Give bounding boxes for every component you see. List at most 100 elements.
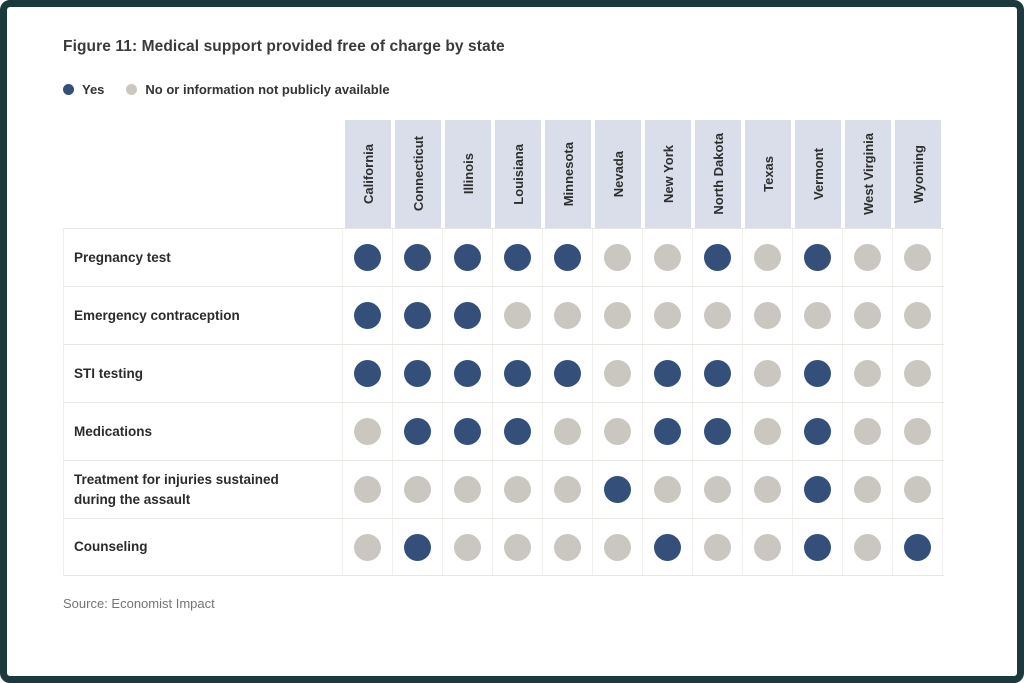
column-header-label: Nevada (610, 150, 626, 198)
yes-dot-icon (704, 418, 731, 445)
source-note: Source: Economist Impact (63, 596, 215, 611)
column-header-label: California (360, 144, 376, 204)
row-label-cell: Treatment for injuries sustained during … (63, 461, 343, 518)
column-header-bg: West Virginia (845, 120, 891, 228)
table-row: STI testing (63, 344, 944, 402)
matrix-cell-minnesota (543, 229, 593, 286)
no-dot-icon (454, 476, 481, 503)
no-dot-icon (404, 476, 431, 503)
no-dot-icon (754, 533, 781, 561)
matrix-cell-illinois (443, 287, 493, 344)
matrix-cell-north-dakota (693, 461, 743, 518)
no-dot-icon (904, 360, 931, 387)
legend: Yes No or information not publicly avail… (63, 82, 1017, 97)
matrix-cell-texas (743, 229, 793, 286)
no-dot-icon (854, 533, 881, 561)
no-dot-icon (604, 244, 631, 271)
column-header-north-dakota: North Dakota (693, 120, 743, 228)
matrix-cell-texas (743, 287, 793, 344)
column-header-label: Texas (760, 156, 776, 192)
no-dot-icon (354, 476, 381, 503)
yes-dot-icon (904, 533, 931, 561)
column-header-bg: New York (645, 120, 691, 228)
column-header-west-virginia: West Virginia (843, 120, 893, 228)
matrix-cell-louisiana (493, 229, 543, 286)
yes-dot-icon (504, 244, 531, 271)
yes-dot-icon (404, 244, 431, 271)
matrix-cell-north-dakota (693, 229, 743, 286)
matrix-cell-vermont (793, 519, 843, 575)
yes-dot-icon (804, 418, 831, 445)
no-dot-icon (904, 302, 931, 329)
matrix-cell-california (343, 403, 393, 460)
column-header-label: West Virginia (860, 133, 876, 215)
matrix-cell-minnesota (543, 345, 593, 402)
matrix-cell-connecticut (393, 519, 443, 575)
table-row: Emergency contraception (63, 286, 944, 344)
column-header-label: North Dakota (710, 133, 726, 215)
no-dot-icon (754, 302, 781, 329)
column-header-bg: California (345, 120, 391, 228)
matrix-cell-vermont (793, 229, 843, 286)
matrix-cell-wyoming (893, 345, 943, 402)
row-label: Counseling (74, 539, 148, 555)
no-dot-icon (504, 476, 531, 503)
matrix-cell-louisiana (493, 287, 543, 344)
matrix-cell-vermont (793, 461, 843, 518)
no-dot-icon (904, 244, 931, 271)
column-header-vermont: Vermont (793, 120, 843, 228)
no-dot-icon (354, 418, 381, 445)
no-dot-icon (604, 302, 631, 329)
yes-dot-icon (404, 418, 431, 445)
yes-dot-icon (654, 360, 681, 387)
yes-dot-icon (654, 533, 681, 561)
yes-dot-icon (354, 360, 381, 387)
yes-dot-icon (554, 360, 581, 387)
table-row: Counseling (63, 518, 944, 576)
yes-dot-icon (504, 360, 531, 387)
no-dot-icon (754, 244, 781, 271)
matrix-cell-west-virginia (843, 345, 893, 402)
matrix-cell-new-york (643, 403, 693, 460)
matrix-cell-minnesota (543, 461, 593, 518)
table-row: Medications (63, 402, 944, 460)
column-header-bg: Illinois (445, 120, 491, 228)
matrix-cell-wyoming (893, 461, 943, 518)
yes-dot-icon (704, 360, 731, 387)
column-header-illinois: Illinois (443, 120, 493, 228)
yes-dot-icon (63, 84, 74, 95)
matrix-cell-new-york (643, 519, 693, 575)
matrix-cell-nevada (593, 345, 643, 402)
row-label: Emergency contraception (74, 307, 240, 323)
matrix-cell-vermont (793, 345, 843, 402)
yes-dot-icon (454, 418, 481, 445)
no-dot-icon (354, 533, 381, 561)
matrix-cell-connecticut (393, 287, 443, 344)
matrix-corner-cell (63, 120, 343, 228)
row-label-cell: Emergency contraception (63, 287, 343, 344)
yes-dot-icon (704, 244, 731, 271)
yes-dot-icon (554, 244, 581, 271)
yes-dot-icon (804, 360, 831, 387)
column-header-label: Wyoming (910, 144, 926, 204)
column-header-label: Louisiana (510, 143, 526, 205)
matrix-cell-texas (743, 519, 793, 575)
legend-item-no: No or information not publicly available (126, 82, 390, 97)
matrix-cell-illinois (443, 519, 493, 575)
column-header-bg: North Dakota (695, 120, 741, 228)
matrix-cell-nevada (593, 461, 643, 518)
no-dot-icon (754, 360, 781, 387)
matrix-cell-louisiana (493, 519, 543, 575)
no-dot-icon (804, 302, 831, 329)
column-header-bg: Minnesota (545, 120, 591, 228)
matrix-cell-north-dakota (693, 519, 743, 575)
no-dot-icon (604, 533, 631, 561)
matrix-cell-new-york (643, 461, 693, 518)
no-dot-icon (126, 84, 138, 95)
table-row: Treatment for injuries sustained during … (63, 460, 944, 518)
yes-dot-icon (354, 302, 381, 329)
no-dot-icon (854, 418, 881, 445)
yes-dot-icon (404, 302, 431, 329)
no-dot-icon (604, 418, 631, 445)
column-header-bg: Wyoming (895, 120, 941, 228)
